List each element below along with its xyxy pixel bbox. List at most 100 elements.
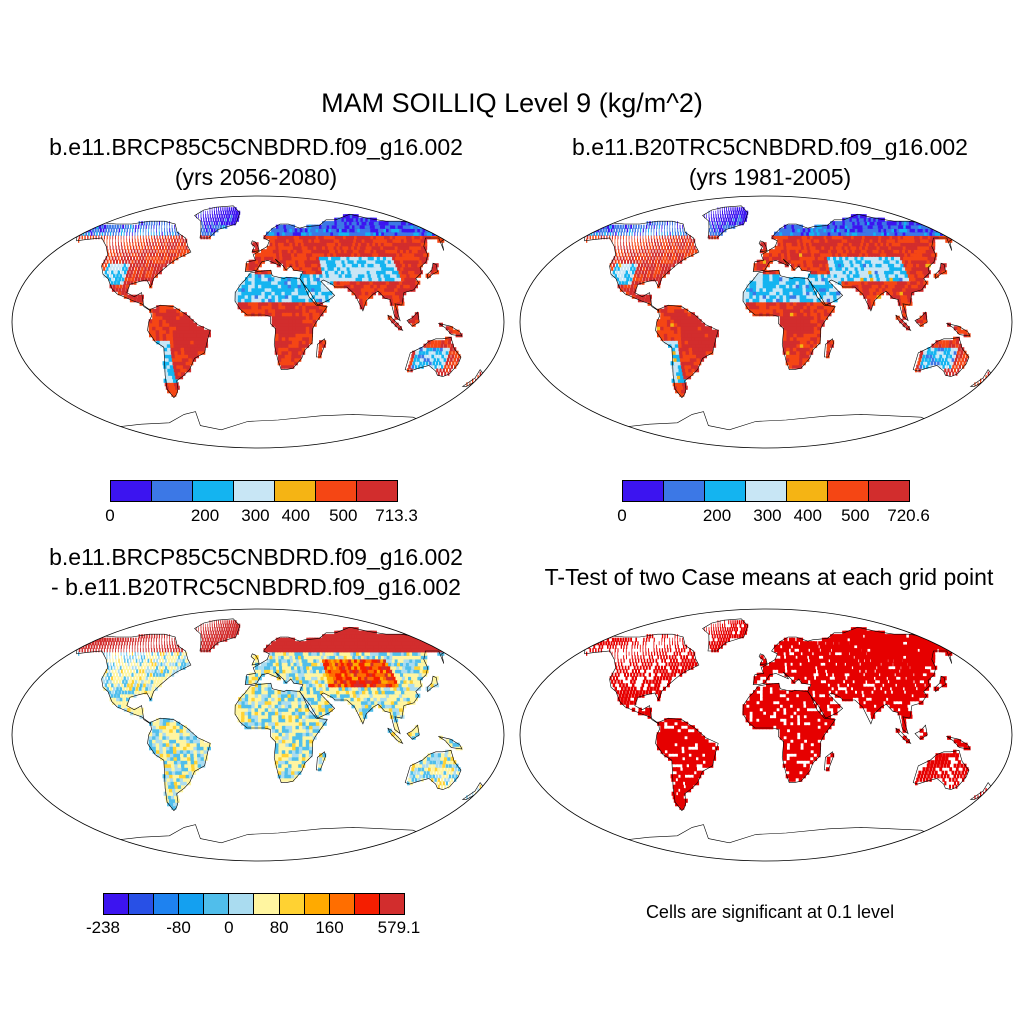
coastline-northAmerica [76,220,192,312]
colorbar-cell [193,481,234,501]
colorbar-cell [664,481,705,501]
colorbar-cell [329,894,355,914]
land-cells [586,207,990,397]
panel-3-map [11,608,505,862]
coastline-greenland [702,618,749,652]
colorbar-tick-label: 400 [793,506,822,525]
coastline-antarctica [67,824,431,844]
colorbar-cell [705,481,746,501]
coastlines [67,618,485,844]
coastline-britain [758,240,768,253]
colorbar-tick-label: 0 [105,506,115,525]
colorbar-cell [787,481,828,501]
coastline-africa [742,682,836,783]
coastline-madagascar [316,751,326,771]
coastline-greenland [702,205,749,239]
coastline-japan [426,675,438,693]
colorbar-tick-label: 160 [315,918,344,937]
colorbar-cell [104,894,130,914]
coastline-southAmerica [147,304,211,399]
coastline-borneo [914,311,928,327]
coastline-australia [404,337,462,377]
coastline-australia [912,337,970,377]
colorbar-tick-label: 80 [269,918,289,937]
colorbar-tick-label: 400 [281,506,310,525]
panel-2-colorbar [622,480,910,502]
coastline-sumatra [387,314,404,332]
colorbar-cell [179,894,205,914]
coastline-borneo [406,724,420,740]
coastline-madagascar [824,751,834,771]
map-outline [519,608,1013,862]
colorbar-tick-label: 713.3 [375,506,418,525]
colorbar-cell [828,481,869,501]
colorbar-cell [254,894,280,914]
colorbar-cell [129,894,155,914]
panel-2-title: b.e11.B20TRC5CNBDRD.f09_g16.002 (yrs 198… [520,132,1020,192]
panel-1-years: (yrs 2056-2080) [174,164,338,190]
coastline-newGuinea [438,323,463,337]
colorbar-cell [204,894,230,914]
colorbar-cell [354,894,380,914]
coastline-britain [758,653,768,666]
coastline-japan [934,675,946,693]
colorbar-cell [746,481,787,501]
colorbar-cell [234,481,275,501]
panel-2-years: (yrs 1981-2005) [688,164,852,190]
coastline-madagascar [316,338,326,358]
colorbar-cell [279,894,305,914]
colorbar-cell [111,481,152,501]
coastline-africa [234,682,328,783]
panel-4-title: T-Test of two Case means at each grid po… [544,564,994,590]
colorbar-cell [623,481,664,501]
panel-2-case-name: b.e11.B20TRC5CNBDRD.f09_g16.002 [572,134,968,160]
coastline-eurasia [752,213,962,322]
panel-1-case-name: b.e11.BRCP85C5CNBDRD.f09_g16.002 [49,134,463,160]
colorbar-cell [316,481,357,501]
panel-1-map [11,195,505,449]
colorbar-tick-label: 720.6 [887,506,930,525]
panel-3-colorbar [103,893,405,915]
coastline-newZealand [969,782,993,800]
coastline-britain [250,653,260,666]
coastline-africa [234,269,328,370]
land-cells [78,207,482,397]
colorbar-tick-label: 300 [753,506,782,525]
coastline-eurasia [244,626,454,735]
coastline-madagascar [824,338,834,358]
panel-3-case-name: b.e11.BRCP85C5CNBDRD.f09_g16.002 [49,544,463,570]
coastline-eurasia [752,626,962,735]
map-outline [11,195,505,449]
coastline-newGuinea [946,323,971,337]
coastline-northAmerica [584,220,700,312]
colorbar-cell [154,894,180,914]
coastline-southAmerica [655,304,719,399]
coastline-antarctica [575,411,939,431]
coastlines [575,618,993,844]
coastline-sumatra [387,727,404,745]
map-outline [11,608,505,862]
colorbar-tick-label: -80 [166,918,191,937]
coastline-sumatra [895,727,912,745]
map-outline [519,195,1013,449]
panel-1-title: b.e11.BRCP85C5CNBDRD.f09_g16.002 (yrs 20… [8,132,504,192]
colorbar-tick-label: 500 [841,506,870,525]
colorbar-cell [229,894,255,914]
coastline-newGuinea [946,736,971,750]
colorbar-cell [379,894,404,914]
colorbar-tick-label: 200 [702,506,732,525]
coastline-borneo [914,724,928,740]
coastline-borneo [406,311,420,327]
coastline-japan [934,262,946,280]
coastline-sumatra [895,314,912,332]
panel-1-colorbar [110,480,398,502]
coastline-britain [250,240,260,253]
significance-note: Cells are significant at 0.1 level [645,902,895,922]
coastline-japan [426,262,438,280]
coastline-greenland [194,618,241,652]
coastline-australia [404,750,462,790]
coastline-newGuinea [438,736,463,750]
colorbar-tick-label: 300 [241,506,270,525]
colorbar-tick-label: 0 [224,918,234,937]
coastline-southAmerica [655,717,719,812]
